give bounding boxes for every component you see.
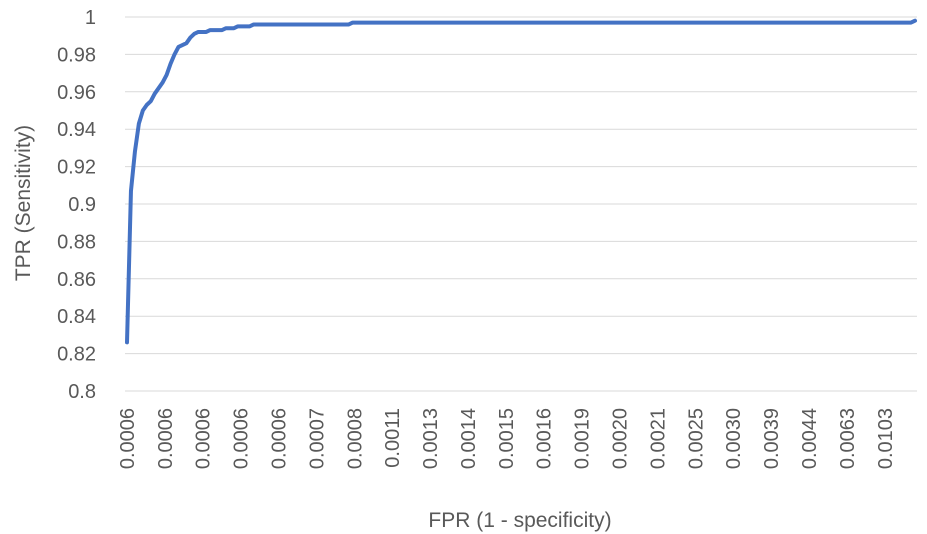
y-axis-title: TPR (Sensitivity) bbox=[12, 125, 35, 281]
y-tick-label: 0.94 bbox=[57, 119, 96, 141]
y-tick-label: 0.8 bbox=[68, 381, 96, 403]
x-tick-label: 0.0013 bbox=[420, 408, 442, 469]
y-tick-label: 0.96 bbox=[57, 82, 96, 104]
x-tick-label: 0.0006 bbox=[231, 408, 253, 469]
series-layer bbox=[125, 18, 917, 345]
x-tick-label: 0.0039 bbox=[761, 408, 783, 469]
y-tick-label: 0.98 bbox=[57, 44, 96, 66]
x-tick-label: 0.0103 bbox=[875, 408, 897, 469]
x-tick-label: 0.0025 bbox=[685, 408, 707, 469]
x-tick-label: 0.0020 bbox=[610, 408, 632, 469]
x-tick-label: 0.0006 bbox=[193, 408, 215, 469]
x-tick-label: 0.0007 bbox=[306, 408, 328, 469]
y-tick-label: 0.86 bbox=[57, 269, 96, 291]
x-axis-title: FPR (1 - specificity) bbox=[428, 509, 611, 532]
series-line bbox=[125, 18, 917, 345]
x-tick-label: 0.0006 bbox=[117, 408, 139, 469]
x-tick-label: 0.0014 bbox=[458, 408, 480, 469]
x-tick-label: 0.0016 bbox=[534, 408, 556, 469]
x-tick-label: 0.0011 bbox=[382, 408, 404, 468]
x-tick-label: 0.0015 bbox=[496, 408, 518, 469]
y-tick-label: 0.9 bbox=[68, 194, 96, 216]
y-tick-label: 0.84 bbox=[57, 306, 96, 328]
x-tick-label: 0.0019 bbox=[572, 408, 594, 469]
x-tick-label: 0.0044 bbox=[799, 408, 821, 469]
y-tick-label: 0.92 bbox=[57, 157, 96, 179]
x-tick-label: 0.0021 bbox=[647, 408, 669, 469]
x-tick-label: 0.0030 bbox=[723, 408, 745, 469]
x-tick-label: 0.0008 bbox=[344, 408, 366, 469]
y-tick-label: 1 bbox=[85, 7, 96, 29]
x-tick-label: 0.0006 bbox=[268, 408, 290, 469]
x-axis-tick-labels: 0.0006 0.0006 0.0006 0.0006 0.0006 0.0007 0.00… bbox=[117, 408, 897, 469]
gridlines bbox=[125, 16, 917, 392]
y-tick-label: 0.88 bbox=[57, 231, 96, 253]
x-tick-label: 0.0063 bbox=[837, 408, 859, 469]
y-tick-label: 0.82 bbox=[57, 344, 96, 366]
x-tick-label: 0.0006 bbox=[155, 408, 177, 469]
y-axis-tick-labels: 0.8 0.82 0.84 0.86 0.88 0.9 0.92 0.94 0.96 0.98 1 bbox=[57, 7, 96, 403]
